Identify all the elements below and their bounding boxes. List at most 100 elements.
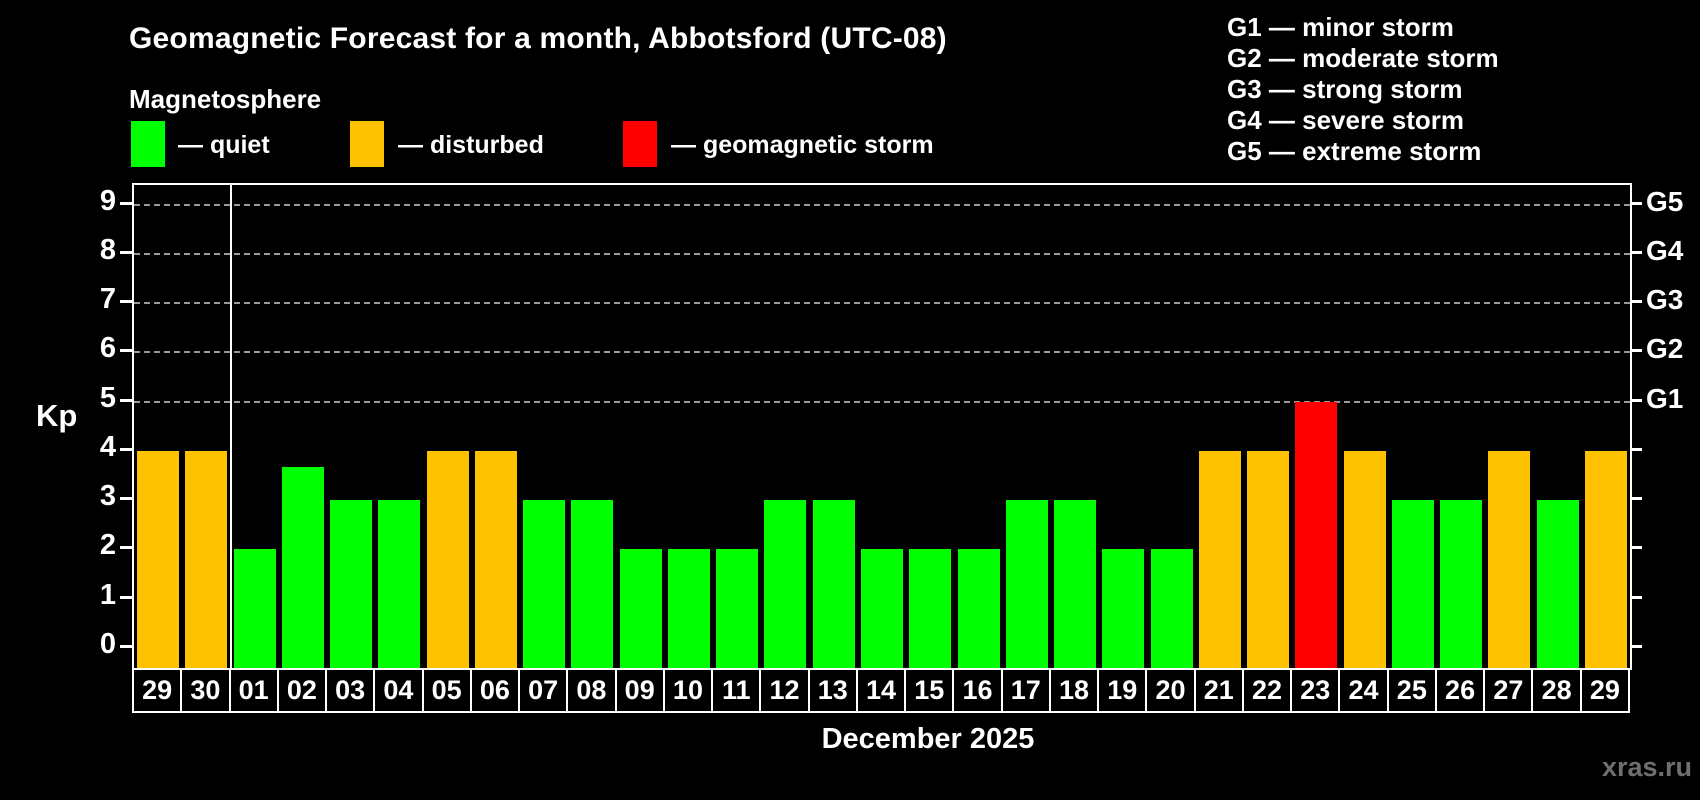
- left-tick-3: [120, 497, 132, 501]
- date-label-dec-12: 12: [759, 668, 810, 713]
- kp-bar-day-06: [474, 450, 517, 670]
- right-axis-label-G1: G1: [1646, 382, 1684, 414]
- date-label-dec-08: 08: [566, 668, 617, 713]
- kp-bar-day-23: [1295, 401, 1338, 670]
- kp-bar-day-26: [1440, 500, 1483, 670]
- date-label-dec-03: 03: [325, 668, 376, 713]
- disturbed-legend-swatch: [350, 121, 384, 167]
- storm-scale-legend-line: G1 — minor storm: [1227, 12, 1454, 42]
- kp-bar-day-27: [1488, 450, 1531, 670]
- kp-bar-day-10: [667, 549, 710, 670]
- date-label-dec-07: 07: [518, 668, 569, 713]
- left-tick-1: [120, 595, 132, 599]
- left-tick-5: [120, 398, 132, 402]
- kp-bar-chart: [132, 183, 1632, 670]
- right-axis-label-G5: G5: [1646, 185, 1684, 217]
- kp-bar-day-05: [426, 450, 469, 670]
- date-label-dec-01: 01: [228, 668, 279, 713]
- gridline-kp-5: [134, 400, 1630, 403]
- y-tick-label-6: 6: [99, 332, 116, 365]
- kp-bar-day-01: [233, 549, 276, 670]
- magnetosphere-label: Magnetosphere: [129, 84, 322, 114]
- date-label-nov-29: 29: [132, 668, 183, 713]
- kp-bar-day-24: [1343, 450, 1386, 670]
- left-tick-6: [120, 349, 132, 353]
- left-tick-8: [120, 250, 132, 254]
- kp-bar-day-15: [909, 549, 952, 670]
- date-label-dec-20: 20: [1145, 668, 1196, 713]
- date-label-dec-26: 26: [1434, 668, 1486, 713]
- month-separator-line: [229, 185, 232, 670]
- left-tick-7: [120, 300, 132, 304]
- left-tick-4: [120, 447, 132, 451]
- date-label-dec-29: 29: [1579, 668, 1630, 713]
- kp-bar-day-09: [619, 549, 662, 670]
- date-label-dec-17: 17: [1000, 668, 1051, 713]
- kp-bar-day-03: [330, 500, 373, 670]
- date-label-dec-28: 28: [1531, 668, 1582, 713]
- storm-legend-swatch: [623, 121, 657, 167]
- kp-bar-day-29: [1584, 450, 1627, 670]
- left-tick-9: [120, 201, 132, 205]
- date-label-dec-18: 18: [1048, 668, 1100, 713]
- date-axis: 29 30 01 02 03 04 05 06 07 08 09 10 11 12 13 14 15 16 17 18…: [132, 668, 1632, 714]
- kp-bar-day-14: [861, 549, 903, 670]
- kp-bar-day-04: [378, 500, 421, 670]
- kp-bar-day-29: [137, 450, 180, 670]
- y-tick-label-9: 9: [99, 184, 116, 217]
- right-axis-label-G2: G2: [1646, 333, 1684, 365]
- y-tick-label-8: 8: [99, 233, 116, 266]
- date-label-dec-23: 23: [1290, 668, 1341, 713]
- storm-scale-legend-line: G5 — extreme storm: [1227, 136, 1482, 166]
- page-title: Geomagnetic Forecast for a month, Abbots…: [129, 22, 947, 55]
- kp-bar-day-18: [1054, 500, 1097, 670]
- y-tick-label-7: 7: [99, 283, 116, 316]
- kp-bar-day-28: [1536, 500, 1579, 670]
- kp-bar-day-16: [957, 549, 1000, 670]
- right-axis-label-G4: G4: [1646, 234, 1684, 266]
- kp-bar-day-02: [281, 467, 324, 670]
- date-label-dec-27: 27: [1483, 668, 1534, 713]
- date-label-dec-15: 15: [904, 668, 955, 713]
- date-label-dec-05: 05: [421, 668, 472, 713]
- kp-bar-day-07: [523, 500, 566, 670]
- disturbed-legend-label: — disturbed: [398, 131, 544, 159]
- kp-bar-day-17: [1005, 500, 1048, 670]
- left-tick-0: [120, 644, 132, 648]
- date-label-dec-14: 14: [855, 668, 907, 713]
- gridline-kp-7: [134, 302, 1630, 305]
- date-label-dec-16: 16: [952, 668, 1003, 713]
- date-label-dec-02: 02: [276, 668, 328, 713]
- storm-scale-legend: G1 — minor storm G2 — moderate storm G3 — …: [1227, 12, 1499, 167]
- y-tick-label-2: 2: [99, 529, 116, 562]
- date-label-dec-13: 13: [807, 668, 858, 713]
- date-label-dec-10: 10: [662, 668, 714, 713]
- storm-legend-label: — geomagnetic storm: [671, 131, 934, 159]
- kp-bar-day-08: [571, 500, 614, 670]
- month-label: December 2025: [821, 723, 1035, 755]
- left-tick-2: [120, 546, 132, 550]
- date-label-dec-04: 04: [373, 668, 424, 713]
- date-label-dec-21: 21: [1193, 668, 1244, 713]
- date-label-dec-24: 24: [1338, 668, 1389, 713]
- kp-bar-day-22: [1247, 450, 1290, 670]
- storm-scale-legend-line: G4 — severe storm: [1227, 105, 1465, 135]
- storm-scale-legend-line: G3 — strong storm: [1227, 74, 1463, 104]
- date-label-dec-22: 22: [1241, 668, 1293, 713]
- quiet-legend-swatch: [131, 121, 165, 167]
- date-label-dec-19: 19: [1097, 668, 1148, 713]
- kp-bar-day-12: [764, 500, 807, 670]
- date-label-dec-06: 06: [469, 668, 521, 713]
- y-tick-label-3: 3: [99, 480, 116, 513]
- gridline-kp-6: [134, 351, 1630, 354]
- right-axis-label-G3: G3: [1646, 284, 1684, 316]
- watermark: xras.ru: [1601, 752, 1692, 782]
- y-tick-label-4: 4: [99, 430, 116, 463]
- kp-bar-day-25: [1391, 500, 1434, 670]
- date-label-nov-30: 30: [180, 668, 231, 713]
- kp-bar-day-20: [1150, 549, 1193, 670]
- kp-bar-day-11: [716, 549, 759, 670]
- y-tick-label-1: 1: [99, 578, 116, 611]
- kp-bar-day-19: [1102, 549, 1145, 670]
- y-tick-label-0: 0: [99, 627, 116, 660]
